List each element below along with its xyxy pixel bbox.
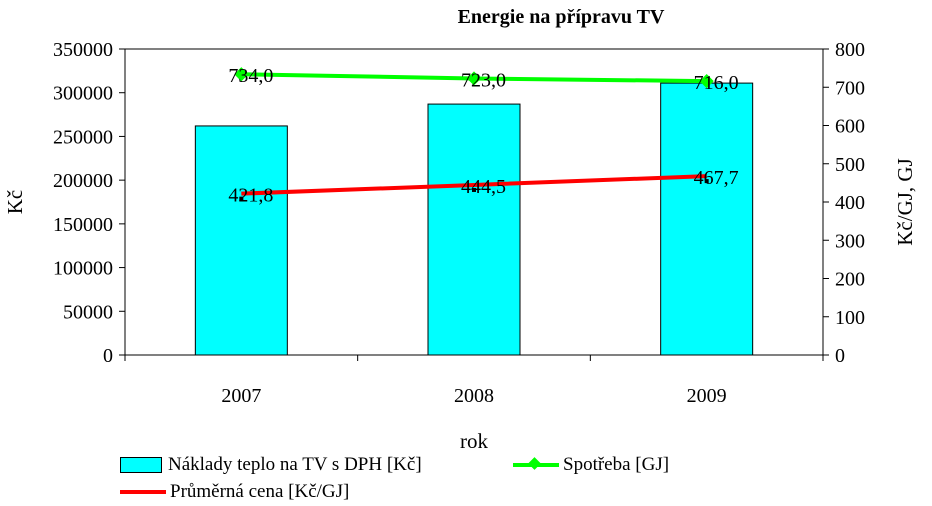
- legend-item-naklady: Náklady teplo na TV s DPH [Kč]: [120, 454, 422, 476]
- y-tick-label: 100000: [53, 258, 113, 280]
- y2-tick-label: 400: [835, 192, 865, 214]
- data-label-prumerna-cena: 421,8: [228, 185, 273, 207]
- series-marker-prumerna-cena: [472, 187, 476, 192]
- legend-swatch-spotreba: [513, 457, 559, 473]
- y-tick-label: 150000: [53, 214, 113, 236]
- series-marker-spotreba: [699, 74, 714, 89]
- x-axis-title: rok: [460, 429, 488, 453]
- x-tick-label: 2007: [221, 385, 261, 407]
- legend-label-prumerna-cena: Průměrná cena [Kč/GJ]: [170, 481, 350, 502]
- data-label-prumerna-cena: 444,5: [461, 176, 506, 198]
- y2-tick-label: 700: [835, 77, 865, 99]
- legend-label-naklady: Náklady teplo na TV s DPH [Kč]: [168, 454, 422, 475]
- y-tick-label: 200000: [53, 170, 113, 192]
- bar: [660, 82, 754, 356]
- y-tick-label: 250000: [53, 126, 113, 148]
- legend-item-spotreba: Spotřeba [GJ]: [513, 454, 669, 476]
- y2-tick-label: 300: [835, 230, 865, 252]
- data-label-spotreba: 734,0: [228, 65, 273, 87]
- y2-tick-label: 800: [835, 39, 865, 61]
- y2-tick-label: 200: [835, 269, 865, 291]
- y2-tick-label: 100: [835, 307, 865, 329]
- y2-tick-label: 500: [835, 154, 865, 176]
- legend-swatch-naklady: [120, 457, 162, 473]
- y-tick-label: 300000: [53, 83, 113, 105]
- data-label-spotreba: 723,0: [461, 69, 506, 91]
- series-marker-prumerna-cena: [704, 179, 709, 184]
- y-tick-label: 50000: [63, 301, 113, 323]
- y-tick-label: 0: [103, 345, 113, 367]
- data-label-prumerna-cena: 467,7: [694, 167, 739, 189]
- legend-label-spotreba: Spotřeba [GJ]: [563, 454, 670, 475]
- series-line-prumerna-cena: [241, 174, 707, 196]
- series-marker-spotreba: [466, 71, 482, 86]
- data-label-spotreba: 716,0: [694, 72, 739, 94]
- y2-axis-title: Kč/GJ, GJ: [893, 158, 917, 246]
- x-tick-label: 2009: [687, 385, 727, 407]
- y2-tick-label: 600: [835, 116, 865, 138]
- series-marker-prumerna-cena: [239, 196, 244, 201]
- legend-item-prumerna-cena: Průměrná cena [Kč/GJ]: [120, 481, 349, 503]
- legend-swatch-prumerna-cena: [120, 484, 166, 500]
- x-tick-label: 2008: [454, 385, 494, 407]
- bar: [427, 103, 521, 356]
- y2-tick-label: 0: [835, 345, 845, 367]
- bar: [194, 125, 288, 356]
- y-axis-title: Kč: [3, 190, 27, 215]
- legend: Náklady teplo na TV s DPH [Kč] Spotřeba …: [120, 452, 820, 506]
- chart-title: Energie na přípravu TV: [457, 6, 665, 28]
- y-tick-label: 350000: [53, 39, 113, 61]
